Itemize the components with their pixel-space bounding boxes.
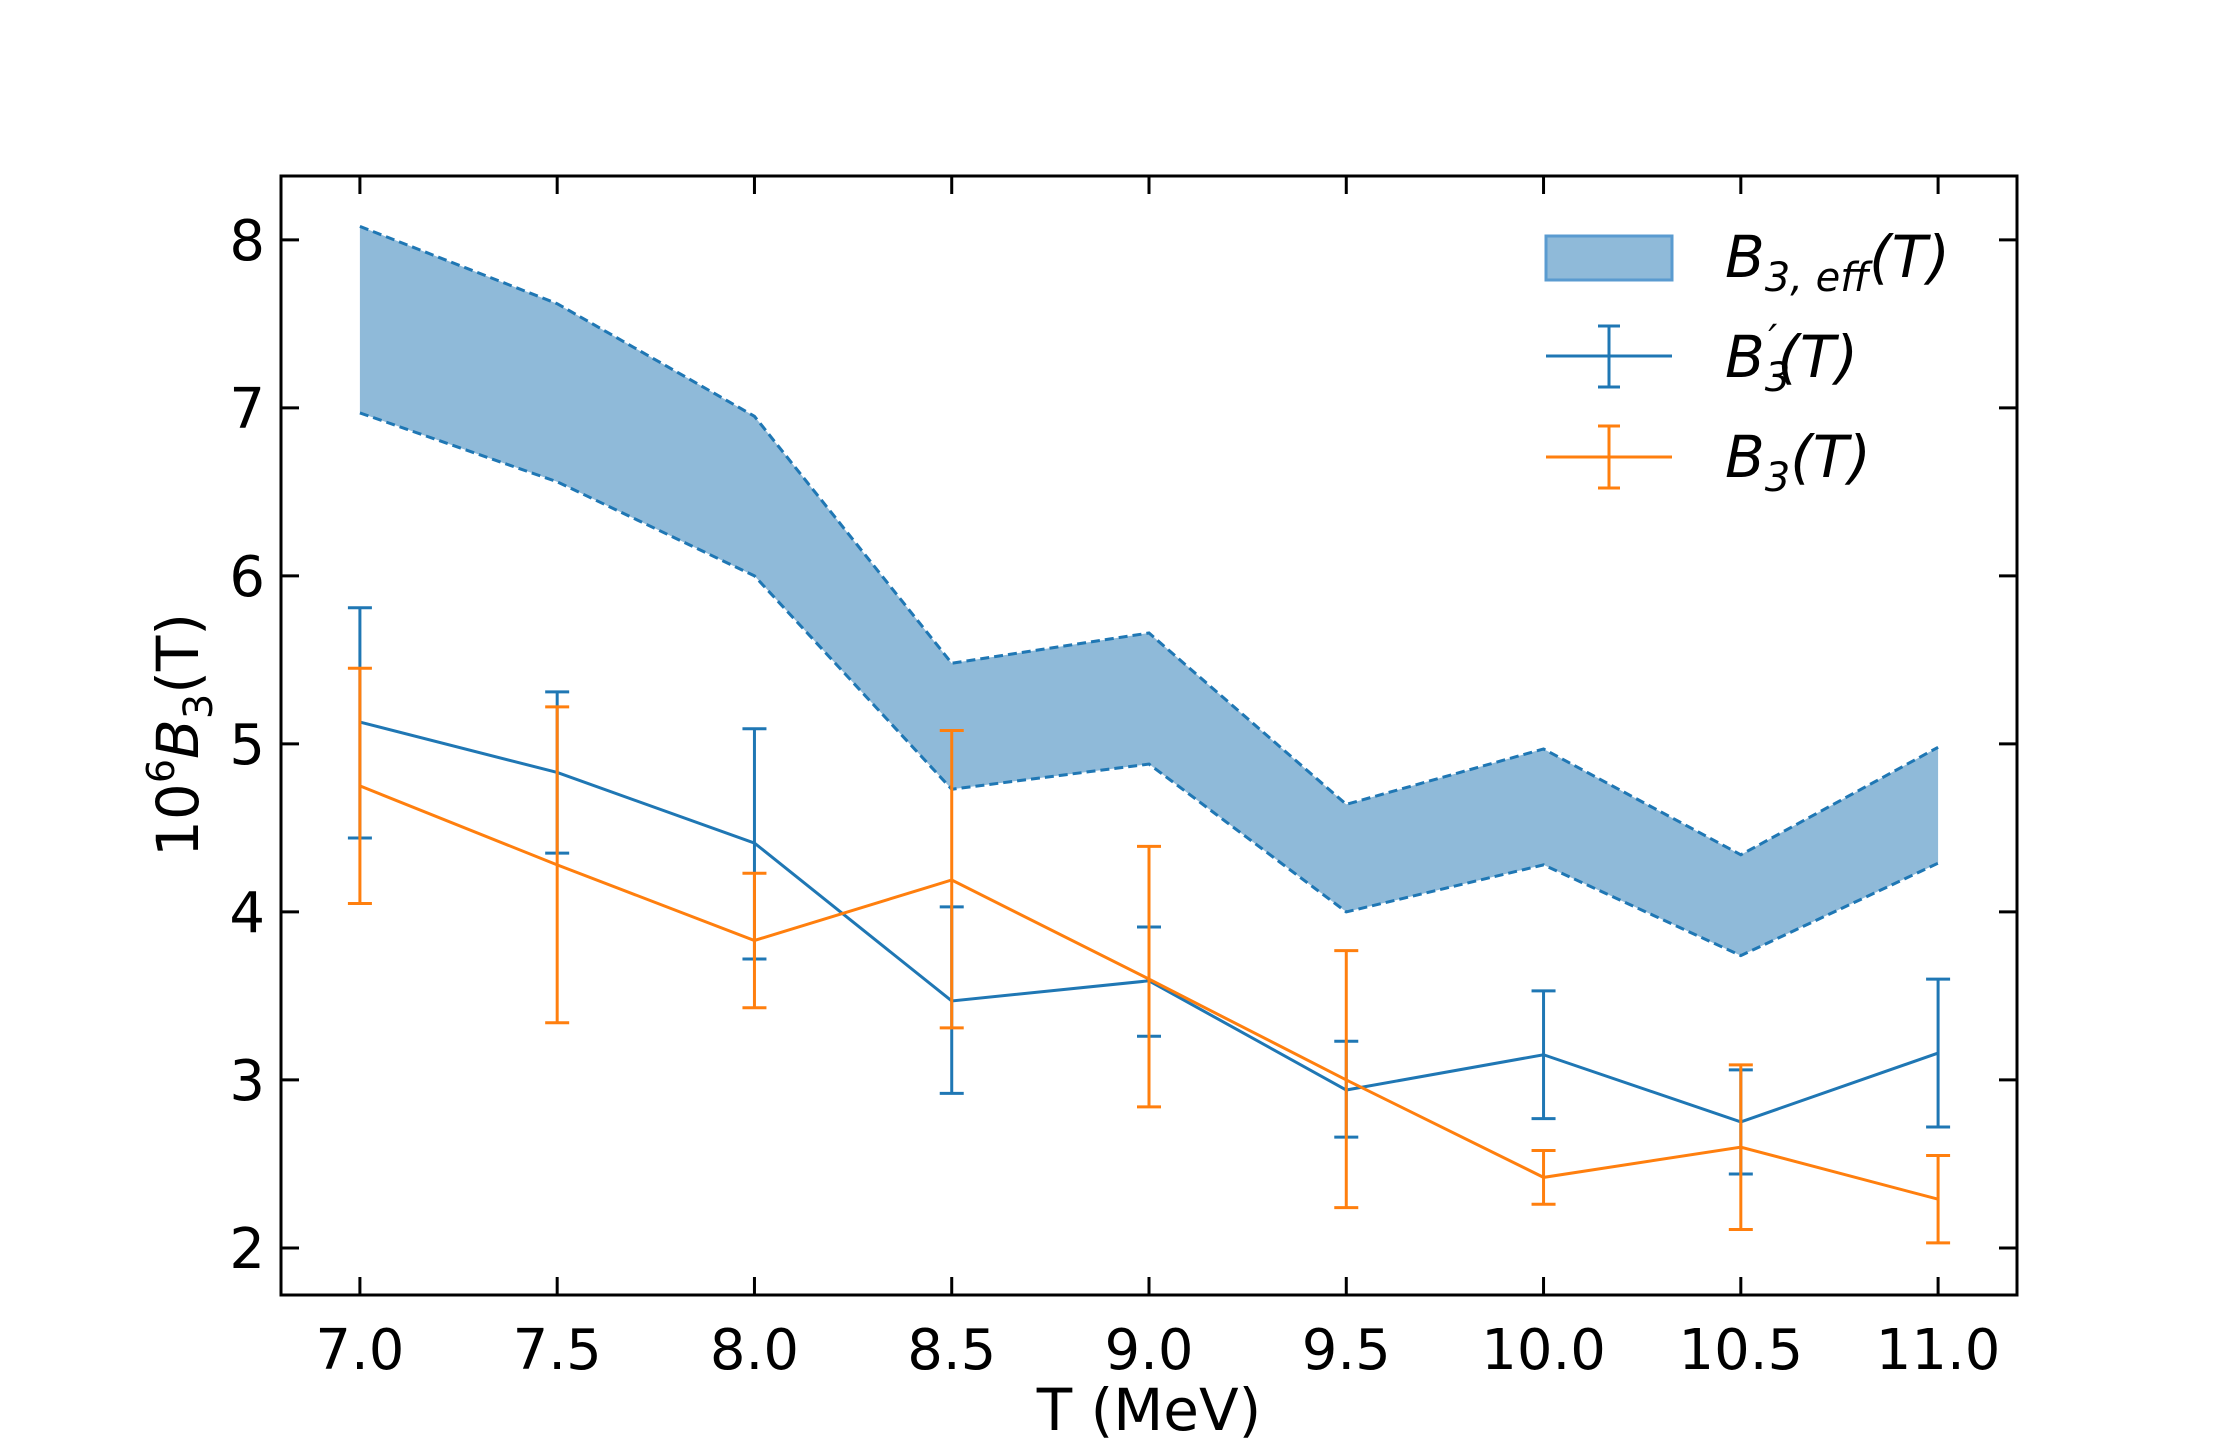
x-tick-label: 9.0 <box>1104 1318 1193 1383</box>
band-lower-edge <box>359 411 1939 958</box>
x-tick-label: 10.0 <box>1481 1318 1606 1383</box>
legend-label-band: B3, eff(T) <box>1725 223 1950 301</box>
x-tick-label: 10.5 <box>1678 1318 1803 1383</box>
y-tick-label: 3 <box>229 1049 265 1114</box>
legend-swatch-band <box>1544 234 1674 282</box>
band-upper-edge <box>359 225 1939 857</box>
y-tick-label: 8 <box>229 209 265 274</box>
y-tick-label: 7 <box>229 377 265 442</box>
x-axis-label: T (MeV) <box>1036 1376 1262 1440</box>
series-layer <box>347 606 1951 1245</box>
legend-label-b3: B3(T) <box>1725 423 1871 501</box>
legend: B3, eff(T) B3′(T) B3(T) <box>1544 223 1950 501</box>
x-tick-label: 7.0 <box>315 1318 404 1383</box>
series-1 <box>347 666 1951 1245</box>
y-tick-label: 2 <box>229 1217 265 1282</box>
x-tick-label: 8.5 <box>907 1318 996 1383</box>
y-axis-label: 106B3(T) <box>139 613 222 857</box>
band-area <box>359 226 1939 956</box>
legend-label-b3-prime: B3′(T) <box>1725 317 1858 401</box>
band-layer <box>359 225 1939 958</box>
x-tick-label: 7.5 <box>513 1318 602 1383</box>
y-tick-label: 4 <box>229 881 265 946</box>
y-tick-label: 5 <box>229 713 265 778</box>
plot-frame <box>279 174 2019 1297</box>
x-tick-label: 8.0 <box>710 1318 799 1383</box>
x-tick-label: 11.0 <box>1876 1318 2001 1383</box>
ticks-layer: 7.0 7.5 8.0 8.5 9.0 9.5 10.0 10.5 11.0 2 3 4 5 6 7 8 <box>229 176 2017 1383</box>
x-tick-label: 9.5 <box>1302 1318 1391 1383</box>
y-tick-label: 6 <box>229 545 265 610</box>
